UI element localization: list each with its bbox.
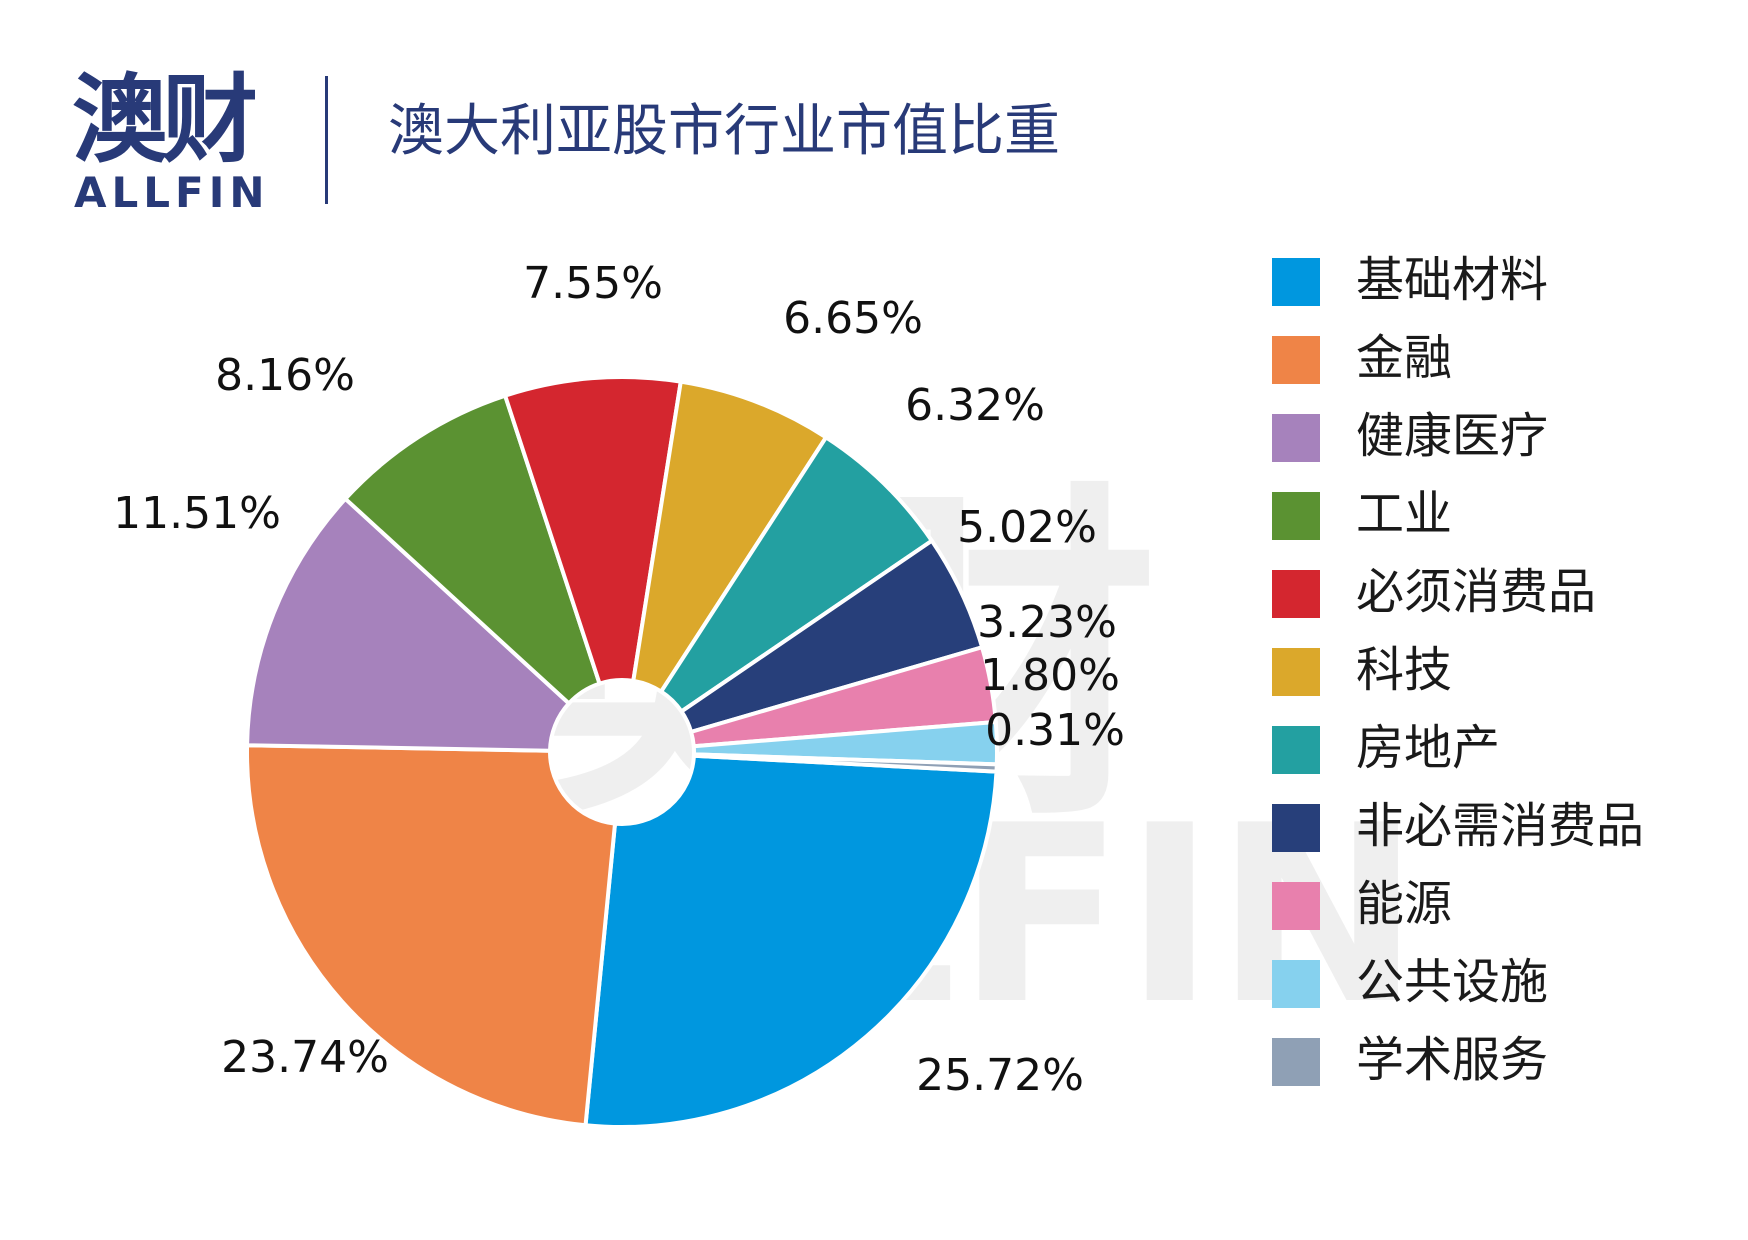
logo-english-text: ALLFIN bbox=[74, 168, 270, 217]
pie-slice bbox=[245, 496, 571, 753]
allfin-logo: 澳财 ALLFIN bbox=[72, 64, 272, 217]
slice-percent-label: 6.65% bbox=[783, 293, 923, 344]
legend-swatch bbox=[1272, 960, 1320, 1008]
legend-swatch bbox=[1272, 414, 1320, 462]
legend-label: 公共设施 bbox=[1356, 954, 1549, 1010]
legend-swatch bbox=[1272, 336, 1320, 384]
header-divider bbox=[325, 76, 328, 204]
slice-percent-label: 25.72% bbox=[916, 1050, 1084, 1101]
pie-slice bbox=[631, 379, 829, 694]
legend-label: 必须消费品 bbox=[1356, 564, 1597, 620]
slice-percent-label: 7.55% bbox=[523, 258, 663, 309]
pie-slice bbox=[583, 753, 999, 1129]
slice-percent-label: 6.32% bbox=[905, 380, 1045, 431]
legend-label: 学术服务 bbox=[1356, 1032, 1549, 1088]
slice-percent-label: 5.02% bbox=[957, 502, 1097, 553]
legend-label: 健康医疗 bbox=[1356, 408, 1549, 464]
chart-title: 澳大利亚股市行业市值比重 bbox=[388, 99, 1060, 164]
legend-label: 金融 bbox=[1356, 330, 1453, 386]
slice-percent-label: 8.16% bbox=[215, 350, 355, 401]
legend-label: 房地产 bbox=[1356, 720, 1501, 776]
legend-swatch bbox=[1272, 492, 1320, 540]
legend-swatch bbox=[1272, 648, 1320, 696]
legend-swatch bbox=[1272, 1038, 1320, 1086]
pie-slice bbox=[343, 393, 602, 706]
pie-slices bbox=[245, 375, 999, 1129]
legend-label: 工业 bbox=[1356, 486, 1453, 542]
legend-swatch bbox=[1272, 804, 1320, 852]
legend-swatch bbox=[1272, 726, 1320, 774]
slice-percent-label: 3.23% bbox=[977, 597, 1117, 648]
legend-label: 科技 bbox=[1356, 642, 1453, 698]
pie-slice bbox=[503, 375, 683, 686]
slice-percent-label: 0.31% bbox=[985, 705, 1125, 756]
pie-labels: 25.72% 23.74% 11.51% 8.16% 7.55% 6.65% 6.32% 5.… bbox=[113, 258, 1125, 1101]
pie-slice bbox=[245, 743, 617, 1128]
pie-slice bbox=[691, 752, 999, 774]
legend-swatch bbox=[1272, 570, 1320, 618]
slice-percent-label: 11.51% bbox=[113, 488, 281, 539]
slice-percent-label: 1.80% bbox=[980, 650, 1120, 701]
logo-chinese-text: 澳财 bbox=[72, 64, 258, 176]
legend-swatch bbox=[1272, 258, 1320, 306]
legend-label: 非必需消费品 bbox=[1356, 798, 1645, 854]
pie-slice bbox=[659, 435, 934, 714]
legend-label: 能源 bbox=[1356, 876, 1453, 932]
slice-percent-label: 23.74% bbox=[221, 1032, 389, 1083]
legend-swatch bbox=[1272, 882, 1320, 930]
legend-label: 基础材料 bbox=[1356, 252, 1549, 308]
